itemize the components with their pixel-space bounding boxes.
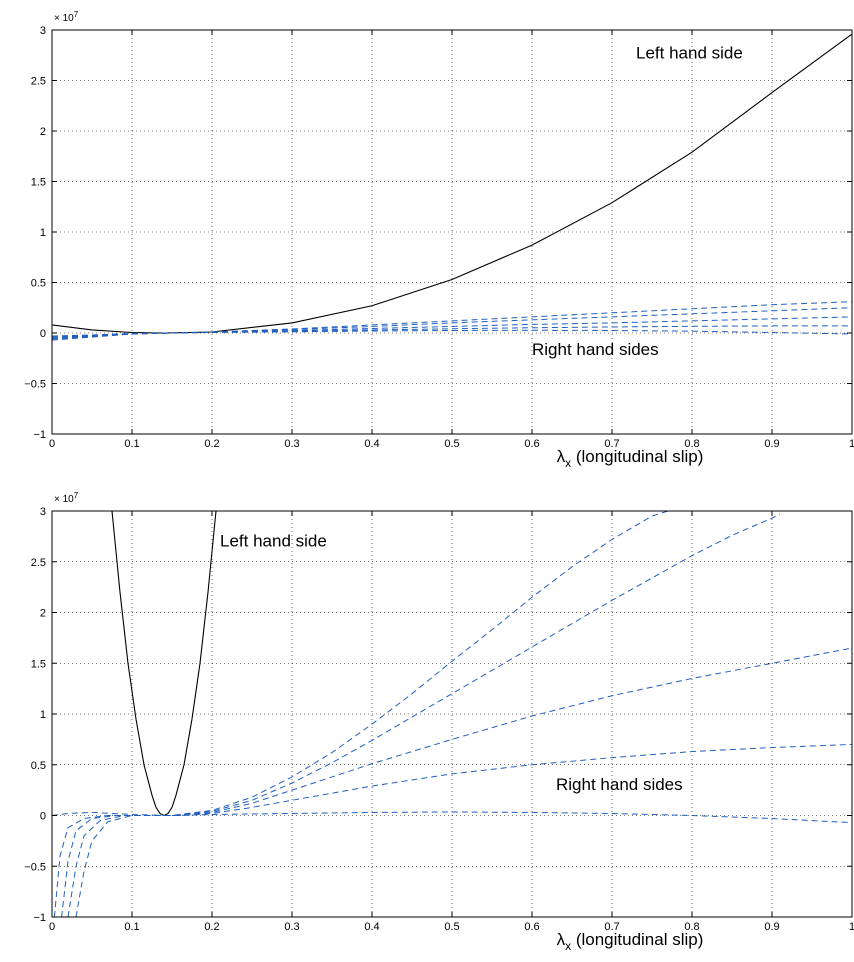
y-tick-label: 1 <box>40 709 46 721</box>
y-tick-label: −1 <box>33 912 46 924</box>
x-tick-label: 0.6 <box>524 438 539 450</box>
x-tick-label: 0.1 <box>124 438 139 450</box>
y-multiplier-base: × 10 <box>54 13 74 24</box>
annotation-label: Left hand side <box>220 532 327 551</box>
y-tick-label: 0 <box>40 328 46 340</box>
x-axis-label-symbol: λ <box>557 447 566 466</box>
y-tick-label: 2 <box>40 126 46 138</box>
x-axis-label-subscript: x <box>565 456 571 470</box>
y-tick-label: 2.5 <box>31 557 46 569</box>
y-tick-label: 1.5 <box>31 177 46 189</box>
y-multiplier-exponent: 7 <box>74 491 79 500</box>
x-tick-label: 0.4 <box>364 921 379 933</box>
x-tick-label: 0.2 <box>204 921 219 933</box>
x-axis-label: λx (longitudinal slip) <box>557 447 704 470</box>
y-tick-label: 1 <box>40 227 46 239</box>
x-tick-label: 0.7 <box>604 921 619 933</box>
series-group <box>52 511 852 917</box>
right-hand-side-line-1 <box>53 511 669 917</box>
x-tick-label: 0.8 <box>684 921 699 933</box>
y-multiplier-exponent: 7 <box>74 10 79 19</box>
y-tick-label: 0 <box>40 811 46 823</box>
annotation-label: Left hand side <box>636 43 743 62</box>
x-tick-label: 0.8 <box>684 438 699 450</box>
x-tick-label: 0.3 <box>284 438 299 450</box>
y-tick-label: −0.5 <box>24 379 46 391</box>
x-axis-label-text: (longitudinal slip) <box>571 447 703 466</box>
x-tick-label: 0.1 <box>124 921 139 933</box>
left-hand-side-line <box>52 33 852 334</box>
x-tick-label: 0.9 <box>764 438 779 450</box>
y-tick-label: 2 <box>40 608 46 620</box>
y-tick-label: 2.5 <box>31 76 46 88</box>
x-tick-label: 0.5 <box>444 921 459 933</box>
x-tick-label: 0.3 <box>284 921 299 933</box>
chart-panel-1: 0 0.1 0.2 0.3 0.4 0.5 0.6 0.7 0.8 0.9 1 −1 −0.5 0 0.5 1… <box>24 10 854 470</box>
right-hand-side-line-5 <box>52 811 852 824</box>
right-hand-side-line-5 <box>52 329 852 337</box>
y-tick-label: 3 <box>40 506 46 518</box>
x-tick-label: 1 <box>849 438 854 450</box>
series-group <box>52 33 852 341</box>
y-multiplier-label: × 107 <box>54 10 79 24</box>
x-tick-label: 0.9 <box>764 921 779 933</box>
annotation-label: Right hand sides <box>556 775 683 794</box>
y-multiplier-label: × 107 <box>54 491 79 505</box>
y-tick-label: 0.5 <box>31 278 46 290</box>
y-tick-label: 0.5 <box>31 760 46 772</box>
x-axis-label-symbol: λ <box>557 930 566 949</box>
x-tick-label: 0.5 <box>444 438 459 450</box>
annotation-label: Right hand sides <box>532 340 659 359</box>
y-tick-label: 3 <box>40 25 46 37</box>
x-tick-label: 1 <box>849 921 854 933</box>
right-hand-side-line-4 <box>75 743 852 917</box>
x-tick-label: 0.7 <box>604 438 619 450</box>
x-tick-label: 0.4 <box>364 438 379 450</box>
x-tick-label: 0 <box>49 438 55 450</box>
x-axis-label-subscript: x <box>565 939 571 953</box>
x-axis-label-text: (longitudinal slip) <box>571 930 703 949</box>
y-multiplier-base: × 10 <box>54 494 74 505</box>
chart-panel-2: 0 0.1 0.2 0.3 0.4 0.5 0.6 0.7 0.8 0.9 1 −1 −0.5 0 0.5 1… <box>24 491 854 953</box>
x-tick-label: 0.6 <box>524 921 539 933</box>
y-tick-label: 1.5 <box>31 658 46 670</box>
x-tick-label: 0.2 <box>204 438 219 450</box>
right-hand-side-line-2 <box>61 513 781 917</box>
x-tick-label: 0 <box>49 921 55 933</box>
y-tick-label: −0.5 <box>24 861 46 873</box>
x-axis-label: λx (longitudinal slip) <box>557 930 704 953</box>
y-tick-label: −1 <box>33 429 46 441</box>
right-hand-side-line-3 <box>67 647 852 917</box>
